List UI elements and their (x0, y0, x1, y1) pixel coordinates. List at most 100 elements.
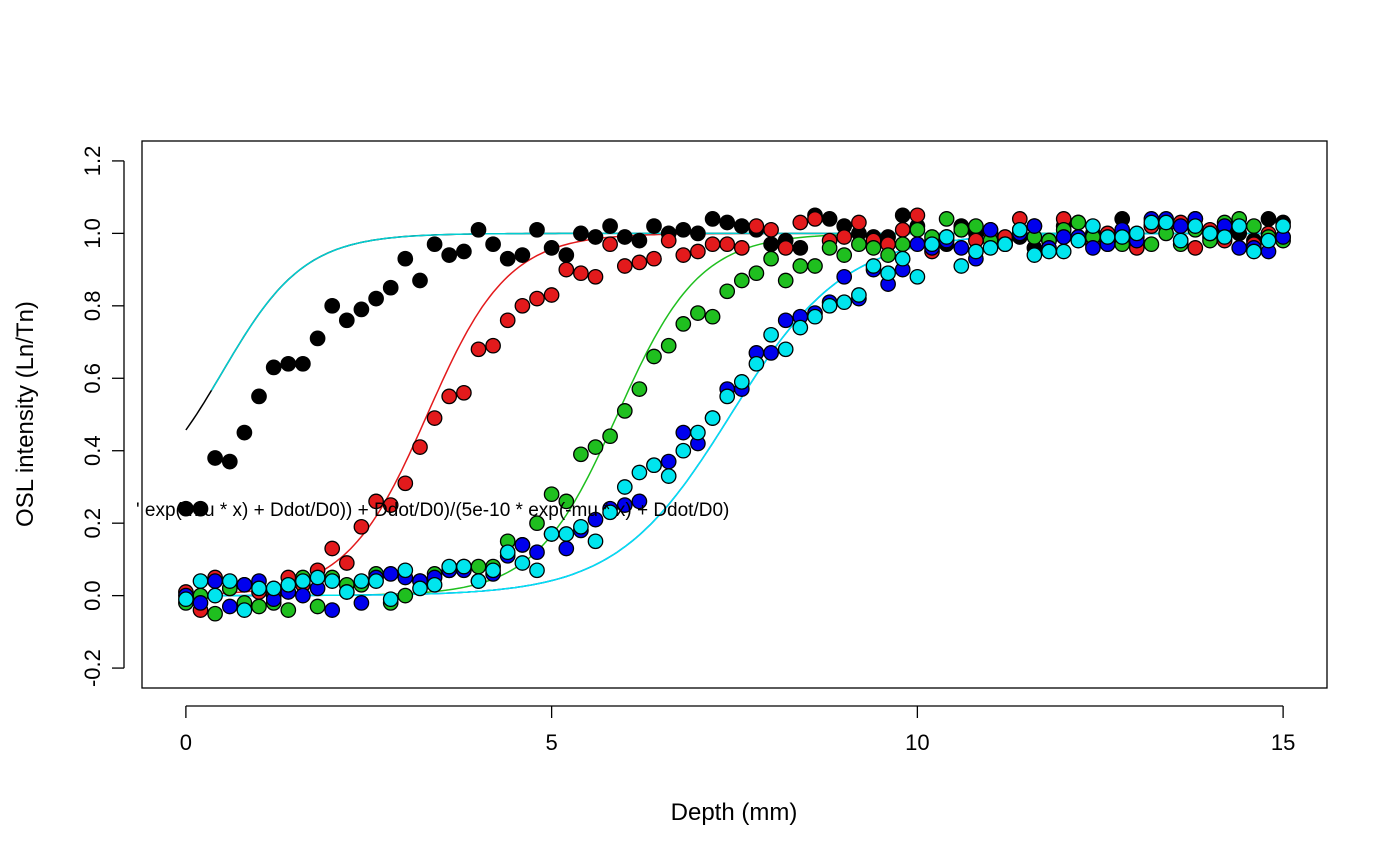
data-point (353, 518, 370, 535)
data-point (851, 236, 867, 253)
data-point (1055, 243, 1072, 260)
y-tick-label: 1.2 (80, 146, 105, 177)
data-point (1172, 232, 1189, 249)
data-point (631, 464, 648, 481)
data-point (529, 562, 545, 579)
data-point (690, 243, 706, 260)
data-point (1099, 229, 1116, 245)
data-point (1187, 240, 1204, 256)
data-point (587, 268, 604, 285)
data-point (353, 301, 370, 318)
data-point (616, 258, 633, 274)
data-point (441, 558, 458, 575)
data-point (382, 566, 399, 582)
data-point (280, 602, 297, 618)
data-point (1143, 236, 1160, 253)
data-point (792, 240, 809, 256)
data-point (338, 312, 355, 329)
data-point (1128, 225, 1145, 242)
data-point (295, 587, 311, 604)
data-point (836, 268, 853, 285)
data-point (426, 236, 443, 253)
data-point (470, 341, 487, 358)
data-point (748, 265, 765, 282)
data-point (763, 345, 779, 361)
data-point (397, 562, 414, 579)
data-point (1114, 229, 1131, 245)
data-point (704, 211, 721, 227)
data-point (573, 446, 589, 463)
data-point (719, 214, 736, 231)
data-point (1041, 243, 1057, 260)
data-point (543, 526, 560, 542)
data-point (485, 562, 501, 579)
data-point (851, 287, 867, 303)
data-point (1158, 214, 1174, 231)
data-point (997, 236, 1013, 253)
data-point (763, 326, 779, 343)
data-point (675, 442, 692, 459)
data-point (558, 247, 575, 263)
data-point (324, 573, 341, 589)
data-point (777, 240, 794, 256)
x-tick-label: 0 (180, 730, 192, 755)
y-axis: -0.2 0.0 0.2 0.4 0.6 0.8 1.0 1.2 (80, 146, 125, 687)
data-point (382, 591, 399, 608)
data-point (968, 243, 984, 260)
data-point (821, 297, 838, 314)
data-point (368, 290, 384, 307)
data-point (953, 221, 970, 238)
data-point (558, 540, 575, 557)
data-point (763, 236, 779, 253)
data-point (412, 439, 428, 455)
data-point (397, 587, 414, 604)
data-point (1085, 218, 1101, 234)
data-point (602, 236, 618, 253)
data-point (543, 287, 560, 303)
y-tick-label: 0.4 (80, 435, 105, 466)
data-point (733, 240, 750, 256)
data-point (573, 265, 589, 282)
x-tick-label: 15 (1271, 730, 1295, 755)
y-tick-label: 0.0 (80, 580, 105, 611)
data-point (880, 247, 896, 263)
data-point (207, 605, 223, 622)
data-point (807, 308, 823, 325)
data-point (543, 486, 560, 503)
data-point (865, 258, 882, 274)
data-point (631, 232, 648, 249)
data-point (485, 236, 501, 253)
data-point (953, 240, 970, 256)
data-point (324, 297, 341, 314)
data-point (1275, 218, 1291, 234)
data-point (1026, 247, 1043, 263)
data-point (719, 283, 736, 300)
data-point (1172, 218, 1189, 234)
data-point (748, 355, 765, 372)
data-point (207, 450, 223, 466)
data-point (382, 497, 399, 513)
data-point (558, 493, 575, 510)
data-point (763, 250, 779, 267)
data-point (353, 573, 370, 589)
x-tick-label: 10 (905, 730, 929, 755)
data-point (792, 319, 809, 336)
data-point (836, 294, 853, 311)
data-point (295, 355, 311, 372)
data-point (529, 515, 545, 532)
data-point (1070, 232, 1087, 249)
y-tick-label: 0.2 (80, 508, 105, 539)
data-point (880, 265, 896, 282)
data-point (719, 236, 736, 253)
data-point (690, 305, 706, 321)
data-point (675, 316, 692, 332)
data-point (353, 595, 370, 611)
data-point (704, 236, 721, 253)
data-point (1143, 214, 1160, 231)
data-point (236, 602, 253, 618)
data-point (646, 348, 662, 365)
data-point (733, 374, 750, 390)
data-point (499, 544, 516, 561)
data-point (763, 221, 779, 238)
data-point (894, 250, 911, 267)
